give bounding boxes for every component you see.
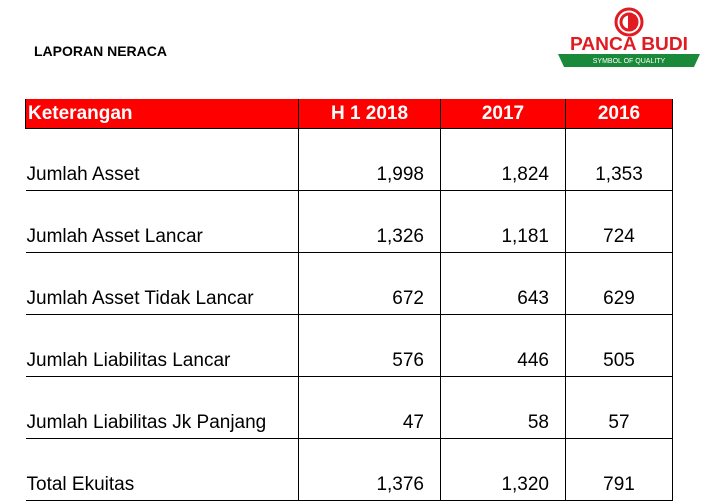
logo: PANCA BUDI SYMBOL OF QUALITY (558, 7, 700, 67)
balance-table: Keterangan H 1 2018 2017 2016 Jumlah Asset 1… (25, 99, 673, 501)
report-title: LAPORAN NERACA (34, 43, 167, 59)
cell-value: 1,376 (298, 438, 441, 501)
column-header: 2017 (440, 99, 566, 129)
cell-value: 1,320 (440, 438, 566, 501)
header-row: Keterangan H 1 2018 2017 2016 (25, 99, 673, 129)
row-label: Jumlah Liabilitas Jk Panjang (25, 376, 299, 439)
cell-value: 505 (565, 314, 673, 377)
table-row: Jumlah Asset 1,998 1,824 1,353 (25, 128, 673, 191)
column-header: H 1 2018 (298, 99, 441, 129)
row-label: Jumlah Asset Tidak Lancar (25, 252, 299, 315)
cell-value: 643 (440, 252, 566, 315)
table-row: Jumlah Liabilitas Jk Panjang 47 58 57 (25, 376, 673, 439)
cell-value: 724 (565, 190, 673, 253)
cell-value: 47 (298, 376, 441, 439)
table-row: Total Ekuitas 1,376 1,320 791 (25, 438, 673, 501)
row-label: Total Ekuitas (25, 438, 299, 501)
row-label: Jumlah Asset (25, 128, 299, 191)
cell-value: 57 (565, 376, 673, 439)
cell-value: 629 (565, 252, 673, 315)
cell-value: 446 (440, 314, 566, 377)
logo-name: PANCA BUDI (570, 34, 688, 54)
column-header: 2016 (565, 99, 673, 129)
cell-value: 58 (440, 376, 566, 439)
cell-value: 672 (298, 252, 441, 315)
table-row: Jumlah Asset Tidak Lancar 672 643 629 (25, 252, 673, 315)
cell-value: 1,353 (565, 128, 673, 191)
table-row: Jumlah Asset Lancar 1,326 1,181 724 (25, 190, 673, 253)
cell-value: 1,998 (298, 128, 441, 191)
cell-value: 1,326 (298, 190, 441, 253)
cell-value: 1,824 (440, 128, 566, 191)
logo-tagline: SYMBOL OF QUALITY (593, 58, 666, 65)
cell-value: 576 (298, 314, 441, 377)
row-label: Jumlah Liabilitas Lancar (25, 314, 299, 377)
cell-value: 791 (565, 438, 673, 501)
cell-value: 1,181 (440, 190, 566, 253)
row-label: Jumlah Asset Lancar (25, 190, 299, 253)
column-header: Keterangan (25, 99, 299, 129)
table-row: Jumlah Liabilitas Lancar 576 446 505 (25, 314, 673, 377)
